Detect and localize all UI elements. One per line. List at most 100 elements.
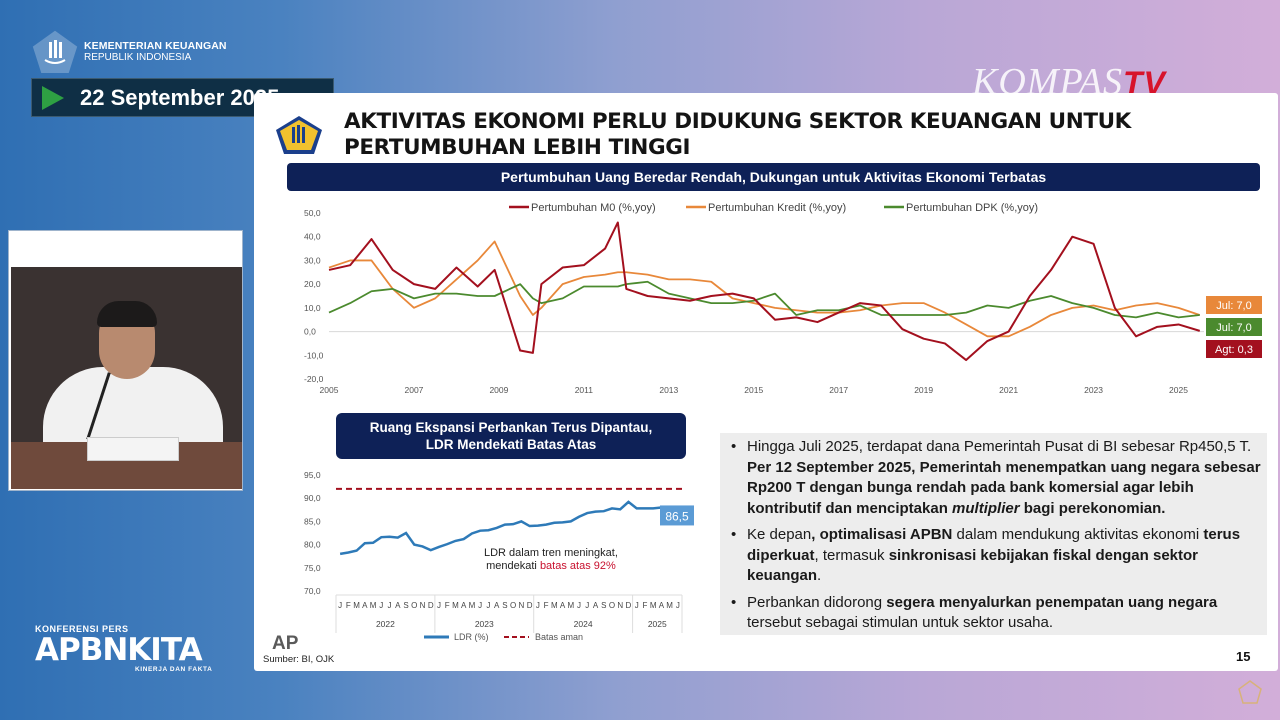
slide-title: AKTIVITAS EKONOMI PERLU DIDUKUNG SEKTOR … [344,109,1131,160]
svg-text:A: A [461,601,467,610]
svg-text:70,0: 70,0 [304,586,321,596]
key-point-italic: multiplier [952,499,1020,517]
svg-text:J: J [379,601,383,610]
presentation-slide: AKTIVITAS EKONOMI PERLU DIDUKUNG SEKTOR … [254,93,1278,671]
svg-text:2023: 2023 [1084,385,1103,395]
source-note: Sumber: BI, OJK [263,654,335,665]
svg-text:Pertumbuhan M0 (%,yoy): Pertumbuhan M0 (%,yoy) [531,202,656,214]
key-point-text: , termasuk [814,546,889,564]
key-point-text: . [817,567,822,584]
svg-text:2015: 2015 [744,385,763,395]
ldr-header-line1: Ruang Ekspansi Perbankan Terus Dipantau, [369,420,653,435]
ministry-watermark-icon [1238,680,1262,704]
section-header-ldr: Ruang Ekspansi Perbankan Terus Dipantau,… [336,413,686,459]
ap-mark: AP [272,633,299,654]
key-point-bold: sinkronisasi kebijakan fiskal dengan sek… [747,546,1198,585]
svg-text:J: J [437,601,441,610]
svg-text:86,5: 86,5 [665,509,689,523]
svg-text:40,0: 40,0 [304,232,321,242]
svg-text:2017: 2017 [829,385,848,395]
svg-text:N: N [617,601,623,610]
ldr-header-line2: LDR Mendekati Batas Atas [425,437,597,452]
svg-text:D: D [527,601,533,610]
ministry-name: KEMENTERIAN KEUANGAN [84,40,227,52]
svg-text:A: A [593,601,599,610]
svg-text:A: A [395,601,401,610]
svg-text:S: S [601,601,606,610]
svg-text:2007: 2007 [404,385,423,395]
svg-text:2022: 2022 [376,619,395,629]
svg-text:Pertumbuhan DPK (%,yoy): Pertumbuhan DPK (%,yoy) [906,202,1038,214]
svg-text:2025: 2025 [1169,385,1188,395]
key-point-bold: bagi perekonomian. [1019,499,1166,517]
speaker-video-frame [11,267,242,489]
svg-text:J: J [676,601,680,610]
svg-text:Pertumbuhan Kredit (%,yoy): Pertumbuhan Kredit (%,yoy) [708,202,846,214]
speaker-video-feed [8,230,243,491]
svg-text:D: D [428,601,434,610]
ldr-annotation: LDR dalam tren meningkat, mendekati bata… [484,547,618,573]
svg-text:M: M [666,601,673,610]
page-number: 15 [1236,649,1251,664]
key-point-text: Perbankan didorong [747,593,887,611]
svg-text:A: A [659,601,665,610]
ldr-chart-svg: 95,090,085,080,075,070,086,5J F M A M J J A S O N D… [304,470,694,642]
svg-text:F: F [544,601,549,610]
key-point-bold: segera menyalurkan penempatan uang negar… [886,593,1218,611]
growth-line-chart: 50,0 40,0 30,0 20,0 10,0 0,0 -10,0 -20,0 2005 200… [254,197,1278,407]
svg-text:LDR (%): LDR (%) [454,632,489,642]
key-point-text: Hingga Juli 2025, terdapat dana Pemerint… [747,438,1252,455]
svg-text:2023: 2023 [475,619,494,629]
svg-text:2024: 2024 [574,619,593,629]
svg-text:O: O [411,601,417,610]
ldr-line-chart: 95,0 90,0 85,0 80,0 75,0 70,0 86,5 J F M A M J J A S O N D… [304,463,694,653]
svg-text:95,0: 95,0 [304,470,321,480]
key-point-bold: Per 12 September 2025, Pemerintah menemp… [747,458,1261,517]
svg-text:O: O [609,601,615,610]
svg-text:M: M [469,601,476,610]
nameplate [87,437,179,461]
svg-text:J: J [577,601,581,610]
svg-text:A: A [560,601,566,610]
key-point-3: Perbankan didorong segera menyalurkan pe… [727,593,1272,634]
event-small-label: KONFERENSI PERS [35,624,129,634]
svg-text:M: M [353,601,360,610]
key-point-text: dalam mendukung aktivitas ekonomi [952,526,1204,543]
svg-text:-20,0: -20,0 [304,374,324,384]
key-points-list: Hingga Juli 2025, terdapat dana Pemerint… [727,437,1272,640]
event-tagline: KINERJA DAN FAKTA [135,666,213,673]
svg-text:2019: 2019 [914,385,933,395]
svg-text:S: S [502,601,507,610]
svg-text:M: M [567,601,574,610]
svg-text:0,0: 0,0 [304,327,316,337]
section-header-money-supply: Pertumbuhan Uang Beredar Rendah, Dukunga… [287,163,1260,191]
ministry-emblem-icon [32,30,78,73]
key-point-bold: terus diperkuat [747,526,1241,564]
svg-text:O: O [510,601,516,610]
dpk-latest-tag: Jul: 7,0 [1205,317,1263,337]
broadcast-date: 22 September 2025 [80,84,280,110]
svg-text:2025: 2025 [648,619,667,629]
svg-text:80,0: 80,0 [304,540,321,550]
svg-text:M: M [551,601,558,610]
svg-text:2005: 2005 [320,385,339,395]
svg-text:N: N [518,601,524,610]
play-triangle-icon [42,85,64,110]
key-point-text: Ke depan [747,526,812,543]
svg-text:Batas aman: Batas aman [535,632,583,642]
svg-text:50,0: 50,0 [304,208,321,218]
svg-text:S: S [403,601,408,610]
ministry-slide-logo-icon [276,116,322,154]
ldr-annotation-line1: LDR dalam tren meningkat, [484,547,618,559]
svg-text:J: J [478,601,482,610]
svg-text:N: N [420,601,426,610]
svg-text:M: M [370,601,377,610]
key-point-bold: , optimalisasi APBN [811,526,953,543]
ministry-logo: KEMENTERIAN KEUANGAN REPUBLIK INDONESIA [32,30,227,74]
svg-text:J: J [486,601,490,610]
svg-text:A: A [362,601,368,610]
svg-text:2021: 2021 [999,385,1018,395]
svg-text:J: J [635,601,639,610]
svg-text:75,0: 75,0 [304,563,321,573]
